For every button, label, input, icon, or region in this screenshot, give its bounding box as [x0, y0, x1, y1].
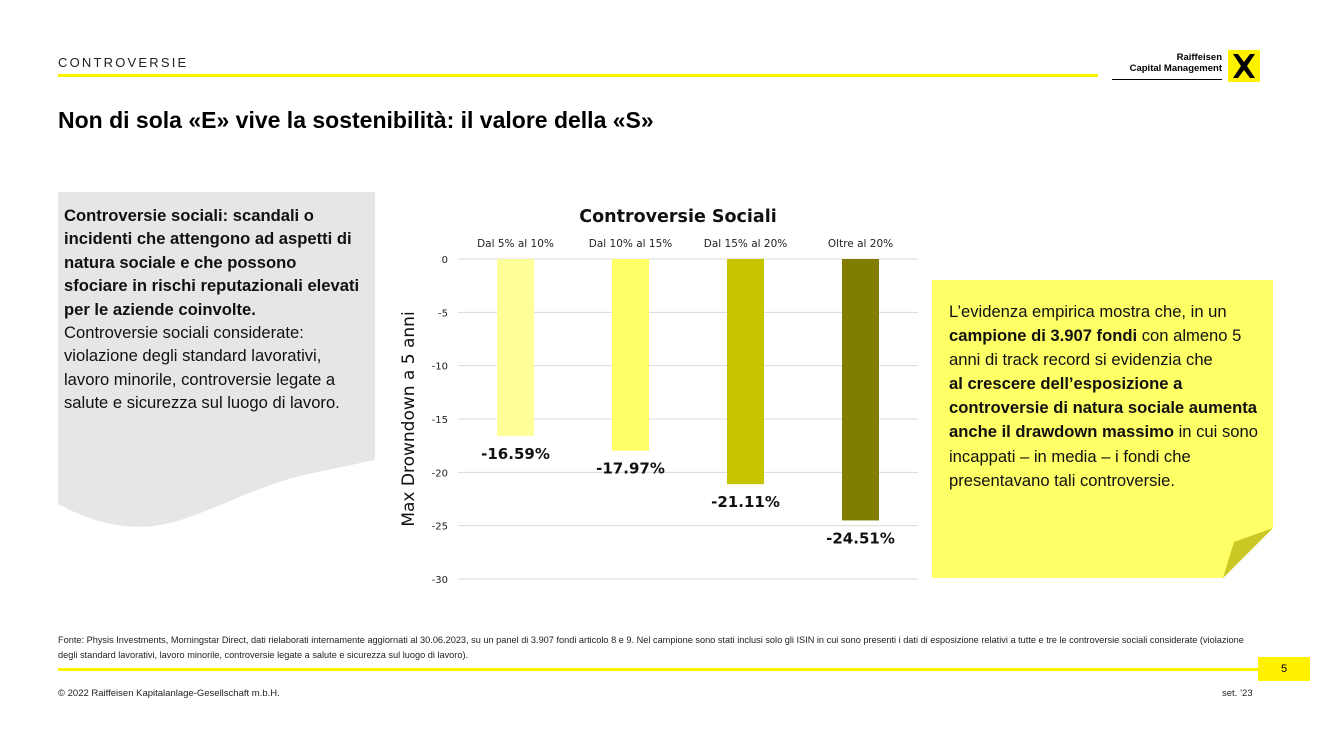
data-label: -21.11%	[711, 493, 780, 511]
section-label: CONTROVERSIE	[58, 55, 189, 70]
note-part-1: L’evidenza empirica mostra che, in un	[949, 302, 1227, 321]
y-tick-label: -5	[438, 308, 448, 319]
category-label: Dal 5% al 10%	[477, 238, 554, 250]
note-bold-finding: al crescere dell’esposizione a controver…	[949, 374, 1258, 442]
footer-divider	[58, 668, 1258, 671]
definition-detail: Controversie sociali considerate: violaz…	[64, 323, 340, 413]
chart-gridlines	[458, 258, 918, 580]
category-label: Dal 15% al 20%	[704, 238, 788, 250]
bar	[612, 259, 649, 451]
bar	[497, 259, 534, 436]
note-part-2: con almeno 5 anni di track record si evi…	[949, 326, 1242, 370]
logo-brand-line1: Raiffeisen	[1176, 52, 1222, 63]
category-label: Oltre al 20%	[828, 238, 893, 250]
y-tick-label: -10	[432, 362, 448, 373]
drawdown-chart: Controversie Sociali Max Drowndown a 5 a…	[390, 195, 930, 595]
gable-cross-icon	[1228, 50, 1260, 82]
logo-brand-line2: Capital Management	[1129, 63, 1222, 74]
note-bold-sample: campione di 3.907 fondi	[949, 326, 1138, 346]
footer-date: set. ’23	[1222, 688, 1253, 699]
page-number: 5	[1258, 657, 1310, 681]
chart-bars	[497, 259, 879, 521]
chart-labels: 0 -5 -10 -15 -20 -25 -30 Dal 5% al 10% -16.59% Da…	[432, 238, 895, 586]
bar	[842, 259, 879, 521]
source-footnote: Fonte: Physis Investments, Morningstar D…	[58, 635, 1244, 661]
header-divider	[58, 74, 1098, 77]
logo-underline	[1112, 79, 1222, 80]
y-tick-label: 0	[442, 255, 448, 266]
definition-text: Controversie sociali: scandali o inciden…	[64, 204, 364, 415]
y-tick-label: -15	[432, 415, 448, 426]
data-label: -16.59%	[481, 445, 550, 463]
evidence-note	[932, 280, 1273, 578]
evidence-note-text: L’evidenza empirica mostra che, in un ca…	[949, 300, 1264, 493]
data-label: -24.51%	[826, 529, 895, 547]
definition-box	[58, 192, 375, 527]
page-title: Non di sola «E» vive la sostenibilità: i…	[58, 107, 654, 133]
copyright: © 2022 Raiffeisen Kapitalanlage-Gesellsc…	[58, 688, 280, 699]
category-label: Dal 10% al 15%	[589, 238, 673, 250]
logo-text: Raiffeisen Capital Management	[1130, 52, 1222, 74]
chart-title: Controversie Sociali	[579, 207, 776, 227]
chart-y-axis-label: Max Drowndown a 5 anni	[399, 311, 419, 526]
bar	[727, 259, 764, 485]
y-tick-label: -30	[432, 575, 448, 586]
data-label: -17.97%	[596, 460, 665, 478]
definition-bold: Controversie sociali: scandali o inciden…	[64, 206, 360, 319]
y-tick-label: -20	[432, 468, 448, 479]
note-part-3: in cui sono incappati – in media – i fon…	[949, 422, 1258, 490]
chart-svg: Controversie Sociali Max Drowndown a 5 a…	[399, 207, 918, 586]
y-tick-label: -25	[432, 522, 448, 533]
raiffeisen-logo: Raiffeisen Capital Management	[1108, 50, 1260, 84]
